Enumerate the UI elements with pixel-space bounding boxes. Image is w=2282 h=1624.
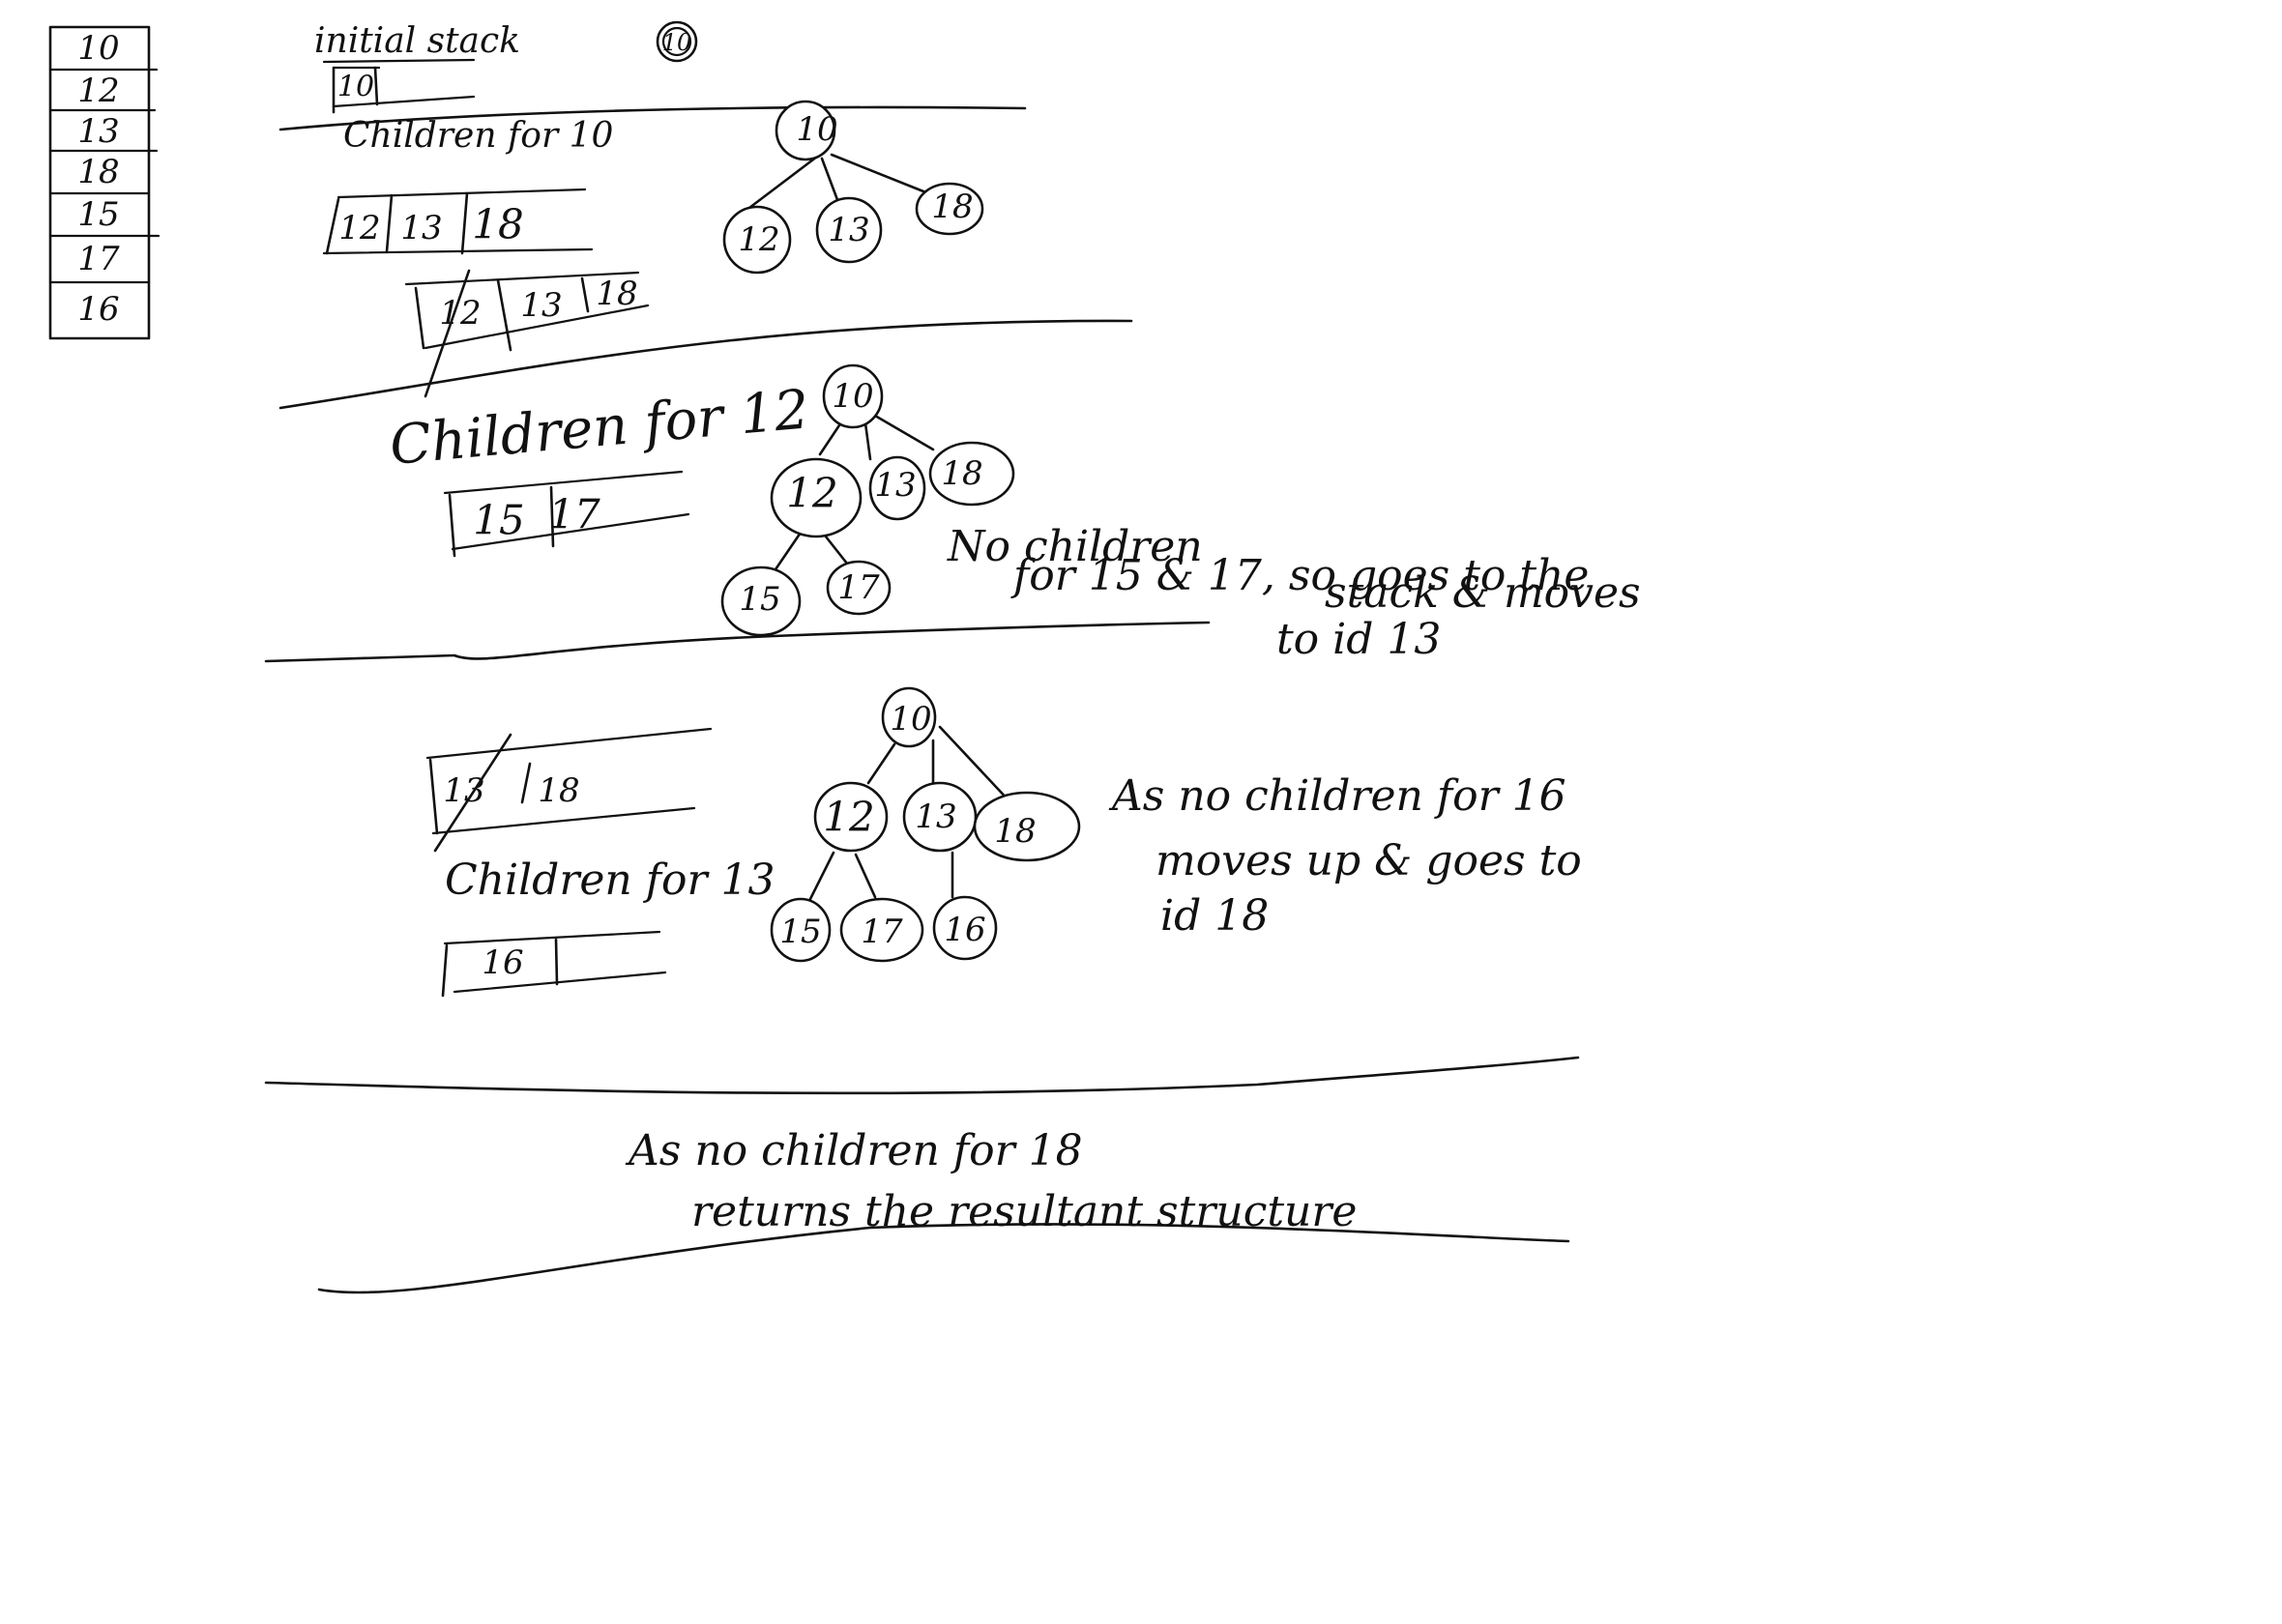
tree-node-label: 18 xyxy=(994,812,1036,851)
note-line: stack & moves xyxy=(1325,568,1641,618)
tree-node-label: 18 xyxy=(941,454,982,493)
tree-node-label: 12 xyxy=(823,794,874,841)
tree-node-label: 17 xyxy=(837,568,880,607)
tree-1: 10 12 13 18 xyxy=(722,100,984,275)
stack-cell: 13 xyxy=(443,771,484,810)
tree-node xyxy=(813,781,889,853)
stack-cell: 17 xyxy=(548,491,600,538)
children-for-12-label: Children for 12 xyxy=(388,378,812,478)
divider xyxy=(264,1056,1580,1095)
note-line: As no children for 16 xyxy=(1108,771,1566,821)
note-13: As no children for 16 moves up & goes to… xyxy=(1108,771,1582,941)
section-children-for-10: Children for 10 12 13 18 12 13 18 xyxy=(322,100,984,398)
tree-node xyxy=(815,196,883,264)
tree-3: 10 12 13 18 15 17 16 xyxy=(770,686,1081,963)
initial-root-label: 10 xyxy=(662,29,692,56)
tree-2: 10 12 13 18 15 17 xyxy=(720,363,1015,637)
main-stack-cell: 17 xyxy=(77,240,120,278)
note-line: id 18 xyxy=(1160,891,1269,941)
initial-stack-label: initial stack xyxy=(314,21,520,61)
tree-node xyxy=(881,686,937,748)
stack-cell: 12 xyxy=(439,294,481,333)
tree-node-label: 15 xyxy=(779,913,821,951)
children-for-10-label: Children for 10 xyxy=(343,116,613,156)
main-stack-cell: 15 xyxy=(77,195,119,234)
stack-after-13: 16 xyxy=(441,930,667,998)
tree-node-label: 13 xyxy=(828,211,869,249)
main-stack: 10 12 13 18 15 17 16 xyxy=(48,25,161,340)
note-line: to id 13 xyxy=(1276,615,1441,664)
tree-node-label: 10 xyxy=(832,377,873,416)
stack-cell: 12 xyxy=(338,209,380,247)
main-stack-cell: 16 xyxy=(77,290,119,329)
stack-popped-13: 13 18 xyxy=(425,727,713,853)
tree-node xyxy=(722,205,792,275)
tree-node xyxy=(775,100,836,161)
stack-cell: 18 xyxy=(596,275,637,313)
strike-mark xyxy=(424,269,471,398)
stack-cell: 18 xyxy=(538,771,579,810)
divider xyxy=(317,1223,1570,1294)
initial-stack-cell: 10 xyxy=(337,71,374,104)
main-stack-cell: 12 xyxy=(77,72,119,110)
tree-node-label: 12 xyxy=(786,470,837,517)
divider xyxy=(278,105,1027,131)
section-children-for-12: Children for 12 15 17 10 12 13 18 15 xyxy=(388,363,1641,664)
section-initial-stack: initial stack 10 10 xyxy=(314,20,698,114)
tree-node-label: 17 xyxy=(861,913,903,951)
section-conclusion: As no children for 18 returns the result… xyxy=(625,1126,1357,1236)
stack-cell: 16 xyxy=(482,943,523,982)
tree-node xyxy=(826,560,892,616)
tree-node-label: 16 xyxy=(944,911,985,949)
tree-node-label: 12 xyxy=(738,220,779,259)
note-line: moves up & goes to xyxy=(1156,836,1582,885)
note-12: No children for 15 & 17, so goes to the … xyxy=(947,522,1641,664)
children-for-13-label: Children for 13 xyxy=(445,856,775,905)
main-stack-cell: 18 xyxy=(77,153,119,191)
stack-cell: 13 xyxy=(520,286,562,325)
stack-after-10: 12 13 18 xyxy=(322,188,594,255)
divider xyxy=(264,621,1211,663)
divider xyxy=(278,319,1133,410)
stack-after-12: 15 17 xyxy=(443,470,690,558)
stack-popped-12: 12 13 18 xyxy=(404,269,650,398)
tree-node-label: 13 xyxy=(915,798,956,836)
tree-node xyxy=(915,182,984,236)
tree-node xyxy=(822,363,884,429)
section-children-for-13: 13 18 Children for 13 16 10 12 xyxy=(425,686,1582,998)
stack-cell: 18 xyxy=(472,201,523,248)
stack-cell: 15 xyxy=(473,497,524,544)
tree-node xyxy=(973,791,1081,862)
tree-node-label: 10 xyxy=(796,110,837,149)
tree-node xyxy=(770,457,863,538)
strike-mark xyxy=(433,733,512,853)
main-stack-frame xyxy=(48,25,151,340)
tree-node xyxy=(770,897,832,963)
tree-node xyxy=(932,895,998,961)
tree-node-label: 18 xyxy=(931,188,973,226)
tree-node xyxy=(928,441,1015,507)
tree-node xyxy=(868,455,926,521)
tree-node xyxy=(839,897,924,963)
main-stack-cell: 13 xyxy=(77,112,119,151)
main-stack-cell: 10 xyxy=(77,29,119,68)
tree-node xyxy=(720,566,802,637)
tree-node-label: 10 xyxy=(890,700,931,739)
note-line: No children xyxy=(947,522,1203,571)
conclusion-line: As no children for 18 xyxy=(625,1126,1083,1175)
tree-node-label: 15 xyxy=(739,580,780,619)
note-line: for 15 & 17, so goes to the xyxy=(1010,551,1589,600)
tree-node-label: 13 xyxy=(874,466,916,505)
stack-cell: 13 xyxy=(400,209,442,247)
